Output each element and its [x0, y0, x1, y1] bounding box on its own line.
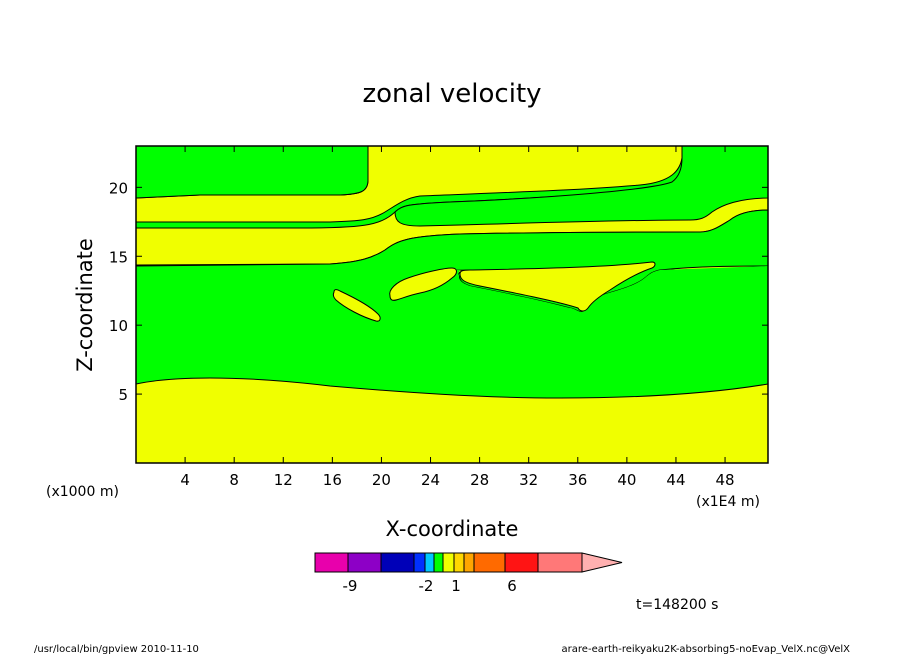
x-scale-note: (x1E4 m) — [696, 494, 760, 510]
footer-right: arare-earth-reikyaku2K-absorbing5-noEvap… — [562, 644, 851, 654]
colorbar-segment — [463, 552, 475, 573]
colorbar-segment — [347, 552, 382, 573]
x-tick-label: 44 — [666, 471, 685, 489]
x-tick-label: 24 — [421, 471, 440, 489]
y-axis-label: Z-coordinate — [73, 238, 97, 372]
x-axis-ticks: 4 8 12 16 20 24 28 32 36 40 44 48 — [180, 146, 735, 489]
colorbar-segment — [424, 552, 435, 573]
x-axis-label: X-coordinate — [386, 517, 519, 541]
green-band-top-strip — [135, 145, 369, 199]
colorbar-segment — [413, 552, 426, 573]
y-tick-label: 10 — [109, 317, 128, 335]
yellow-lower-region — [135, 377, 769, 464]
yellow-blob-1 — [332, 289, 381, 322]
colorbar-tick-label: 6 — [507, 577, 517, 595]
colorbar-segment — [433, 552, 444, 573]
x-tick-label: 16 — [323, 471, 342, 489]
plot-frame — [135, 145, 769, 464]
x-tick-label: 28 — [470, 471, 489, 489]
colorbar-segment — [504, 552, 539, 573]
yellow-blob-3 — [459, 261, 656, 312]
x-tick-label: 8 — [229, 471, 239, 489]
y-tick-label: 15 — [109, 248, 128, 266]
footer-left: /usr/local/bin/gpview 2010-11-10 — [34, 644, 199, 654]
x-tick-label: 32 — [519, 471, 538, 489]
colorbar-ticks: -9 -2 1 6 — [343, 577, 517, 595]
colorbar-segment — [453, 552, 465, 573]
y-tick-label: 5 — [118, 386, 128, 404]
chart-title: zonal velocity — [362, 79, 541, 109]
x-tick-label: 4 — [180, 471, 190, 489]
colorbar-segment — [473, 552, 506, 573]
x-tick-label: 12 — [274, 471, 293, 489]
yellow-blob-2 — [389, 267, 457, 301]
colorbar-tick-label: 1 — [451, 577, 461, 595]
green-band-top-right — [394, 145, 769, 227]
y-axis-ticks: 5 10 15 20 — [109, 179, 768, 404]
x-unit-note: (x1000 m) — [46, 484, 119, 500]
x-tick-label: 40 — [617, 471, 636, 489]
time-label: t=148200 s — [636, 597, 718, 613]
colorbar — [314, 552, 623, 573]
green-middle-fill — [136, 266, 768, 398]
colorbar-segment — [537, 552, 583, 573]
y-tick-label: 20 — [109, 179, 128, 197]
colorbar-segment — [380, 552, 415, 573]
colorbar-extend-arrow — [581, 552, 623, 573]
colorbar-segment — [442, 552, 455, 573]
x-tick-label: 20 — [372, 471, 391, 489]
colorbar-tick-label: -9 — [343, 577, 358, 595]
plot-area — [135, 145, 769, 464]
x-tick-label: 48 — [716, 471, 735, 489]
colorbar-tick-label: -2 — [419, 577, 434, 595]
x-tick-label: 36 — [568, 471, 587, 489]
colorbar-segment — [314, 552, 349, 573]
